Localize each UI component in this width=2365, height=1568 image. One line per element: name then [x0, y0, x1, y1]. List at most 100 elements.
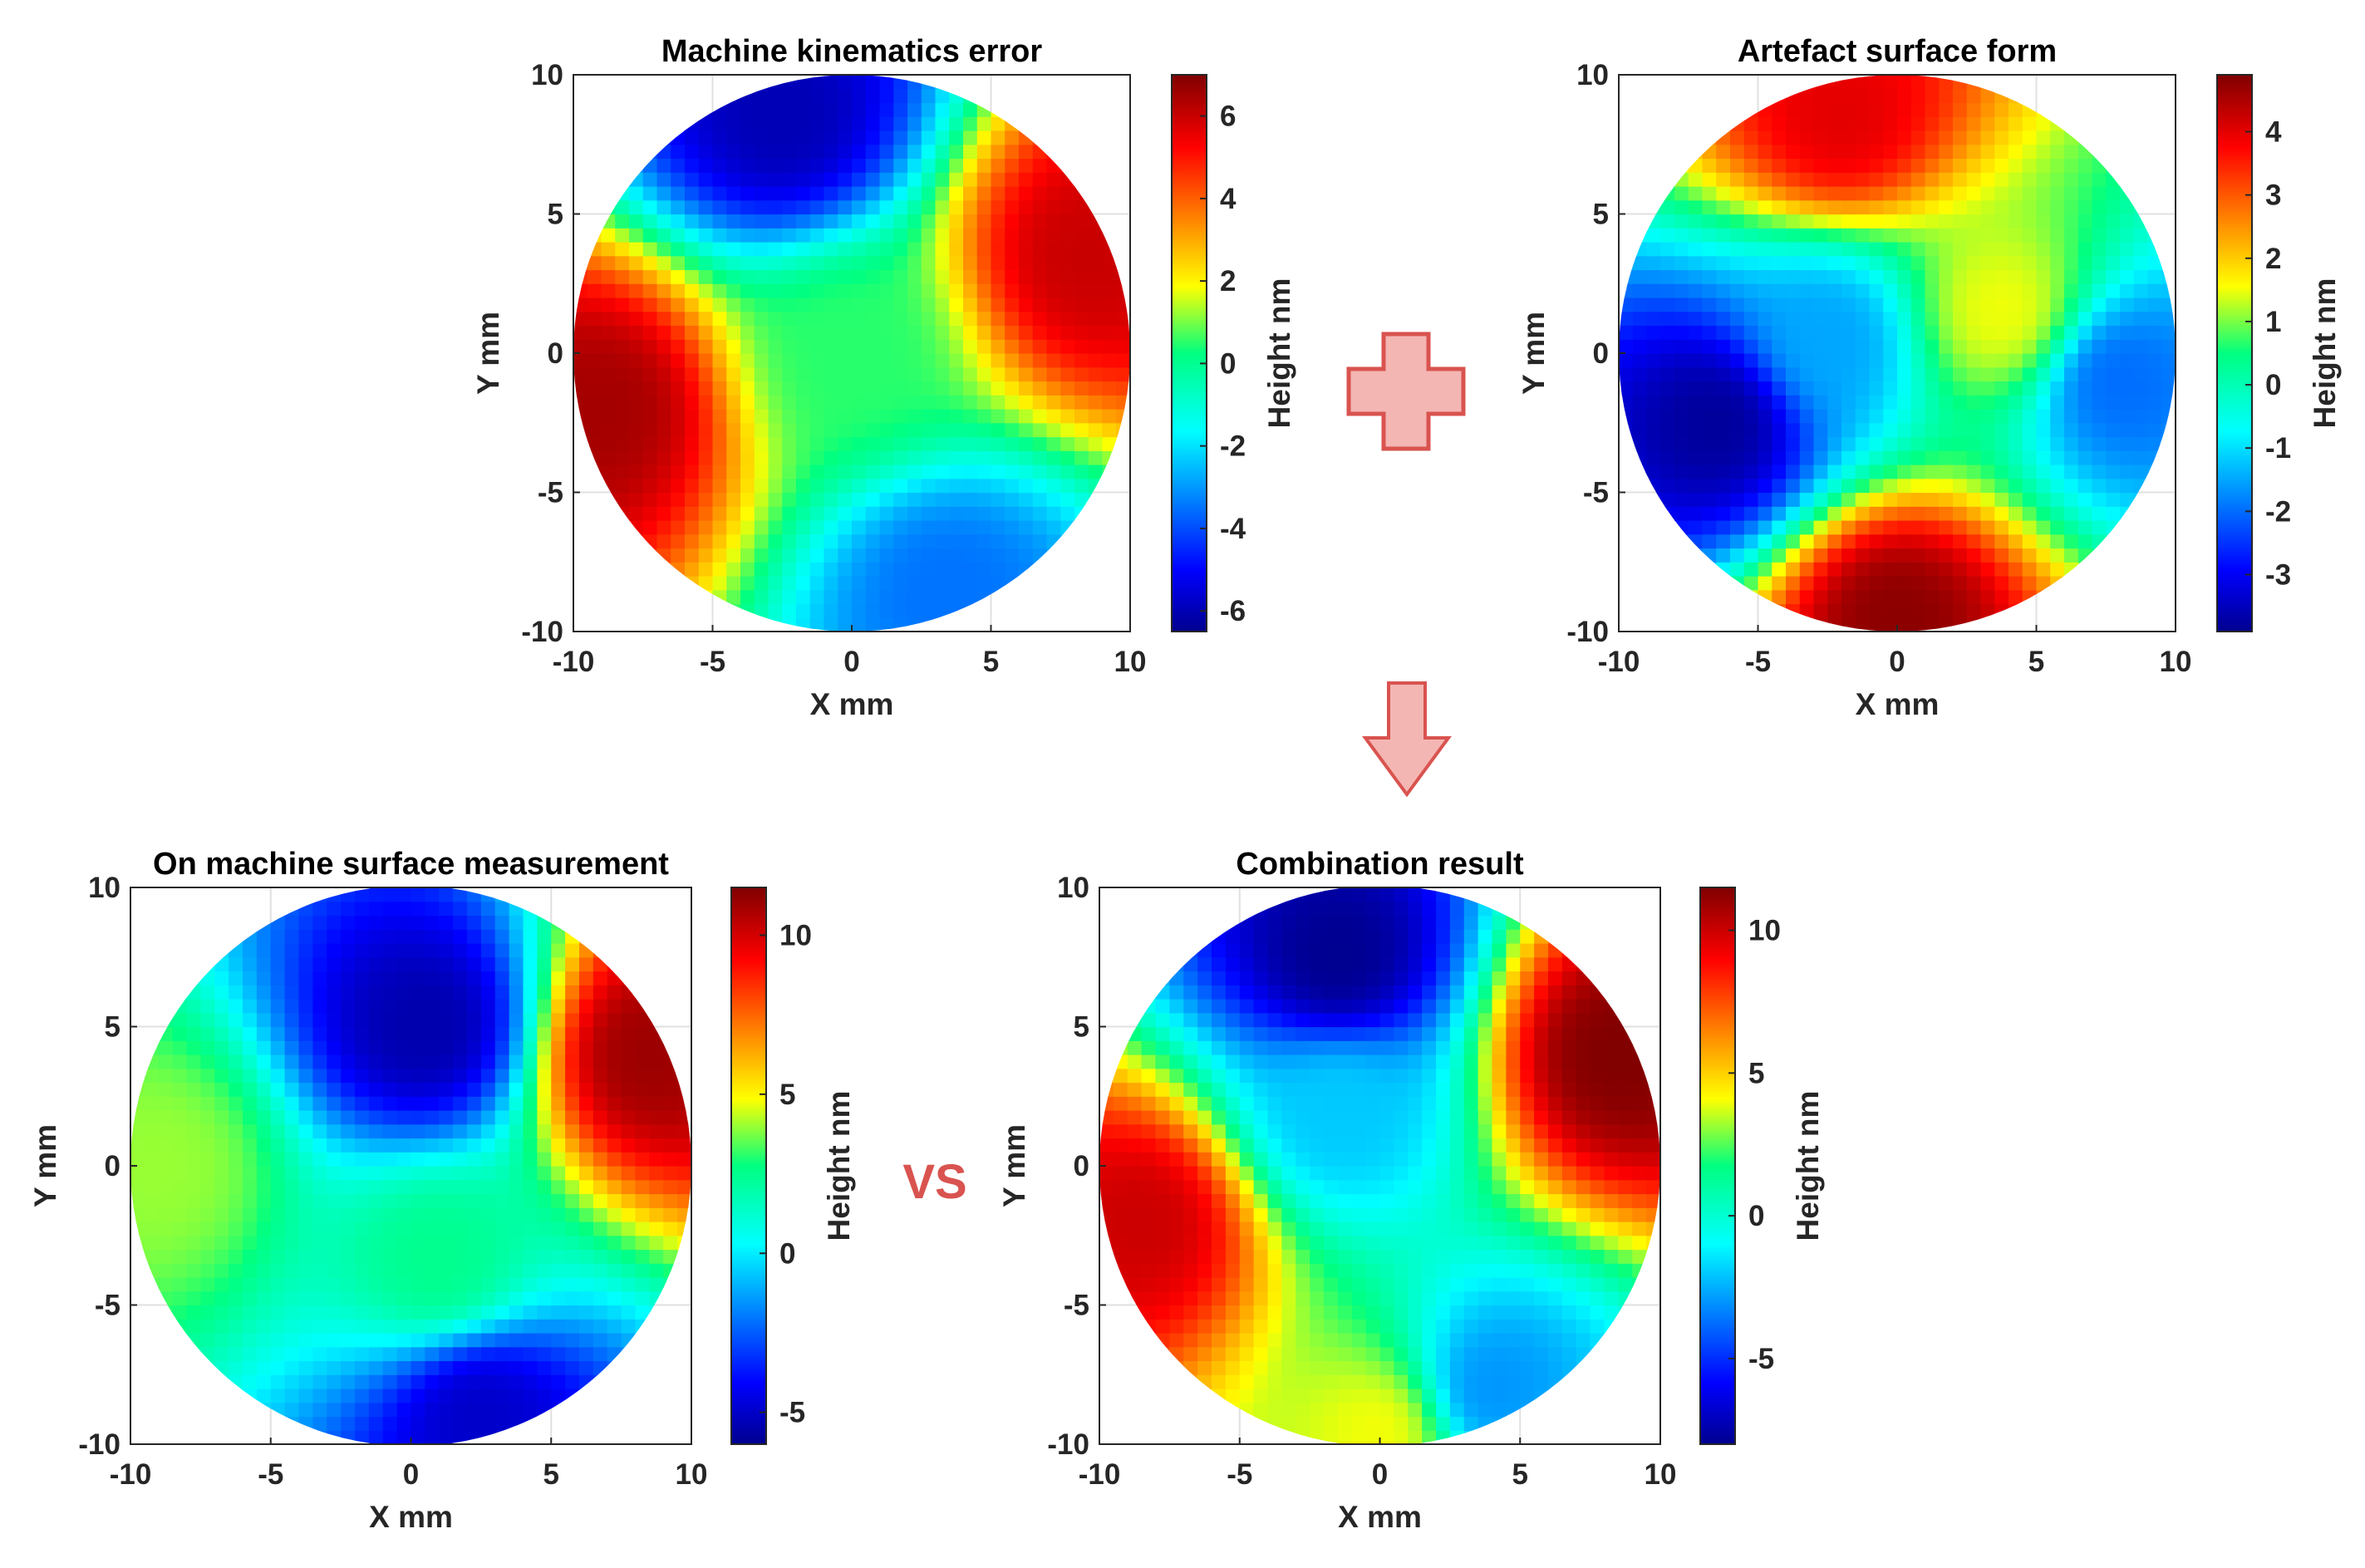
heatmap-cell — [1296, 1305, 1310, 1320]
heatmap-cell — [615, 255, 630, 271]
heatmap-cell — [712, 130, 727, 145]
heatmap-cell — [1632, 1152, 1647, 1167]
heatmap-cell — [243, 1374, 258, 1389]
heatmap-cell — [1883, 325, 1898, 340]
heatmap-cell — [341, 929, 356, 944]
heatmap-cell — [1897, 366, 1912, 382]
heatmap-cell — [1590, 1277, 1605, 1292]
colorbar-tick-label: -5 — [779, 1397, 805, 1429]
heatmap-cell — [1994, 186, 2009, 201]
heatmap-cell — [1883, 199, 1898, 215]
heatmap-cell — [809, 255, 825, 271]
heatmap-cell — [368, 1346, 384, 1362]
heatmap-cell — [796, 172, 811, 187]
heatmap-cell — [1005, 395, 1020, 410]
heatmap-cell — [1436, 1319, 1451, 1334]
heatmap-cell — [2092, 353, 2107, 368]
heatmap-cell — [341, 1402, 356, 1418]
heatmap-cell — [284, 1333, 300, 1348]
heatmap-cell — [935, 562, 950, 577]
heatmap-cell — [629, 186, 644, 201]
heatmap-cell — [921, 130, 937, 145]
heatmap-cell — [1436, 1166, 1451, 1181]
heatmap-cell — [587, 381, 602, 396]
heatmap-cell — [1005, 144, 1020, 160]
heatmap-cell — [229, 1110, 243, 1125]
heatmap-cell — [382, 1235, 398, 1251]
heatmap-cell — [368, 999, 384, 1014]
heatmap-cell — [824, 548, 838, 563]
heatmap-cell — [172, 1305, 188, 1320]
heatmap-cell — [2050, 297, 2065, 312]
heatmap-cell — [537, 929, 552, 944]
heatmap-cell — [1786, 562, 1801, 577]
heatmap-cell — [592, 1110, 608, 1125]
heatmap-cell — [1966, 228, 1982, 243]
heatmap-cell — [1019, 381, 1034, 396]
heatmap-cell — [439, 1152, 454, 1167]
heatmap-cell — [270, 1346, 286, 1362]
heatmap-cell — [1772, 548, 1787, 563]
heatmap-cell — [2009, 130, 2023, 145]
heatmap-cell — [726, 116, 741, 131]
heatmap-cell — [2036, 186, 2051, 201]
heatmap-cell — [976, 158, 992, 173]
heatmap-cell — [1716, 436, 1731, 451]
heatmap-cell — [893, 353, 908, 368]
heatmap-cell — [1939, 228, 1954, 243]
heatmap-cell — [656, 339, 671, 354]
heatmap-cell — [1197, 1235, 1212, 1251]
heatmap-cell — [1492, 1360, 1507, 1375]
heatmap-cell — [425, 1360, 440, 1375]
heatmap-cell — [1005, 325, 1020, 340]
heatmap-cell — [1980, 603, 1995, 618]
heatmap-cell — [754, 589, 769, 605]
heatmap-cell — [879, 339, 894, 354]
heatmap-cell — [1422, 1277, 1437, 1292]
heatmap-cell — [949, 478, 964, 494]
heatmap-cell — [698, 255, 714, 271]
heatmap-cell — [523, 1249, 538, 1264]
heatmap-cell — [1688, 228, 1704, 243]
heatmap-cell — [1005, 269, 1020, 284]
heatmap-cell — [712, 395, 727, 410]
heatmap-cell — [712, 339, 727, 354]
heatmap-cell — [949, 589, 964, 605]
heatmap-cell — [523, 929, 538, 944]
heatmap-cell — [976, 255, 992, 271]
heatmap-cell — [629, 339, 644, 354]
heatmap-cell — [879, 144, 894, 160]
heatmap-cell — [2120, 395, 2135, 410]
heatmap-cell — [1534, 1235, 1549, 1251]
heatmap-cell — [2050, 395, 2065, 410]
heatmap-cell — [1074, 228, 1089, 243]
heatmap-cell — [1113, 1249, 1128, 1264]
y-tick-label: 0 — [548, 337, 563, 370]
heatmap-cell — [1897, 311, 1912, 327]
heatmap-cell — [229, 1082, 243, 1097]
heatmap-cell — [1841, 589, 1856, 605]
heatmap-cell — [1883, 144, 1898, 160]
heatmap-cell — [991, 520, 1005, 535]
heatmap-cell — [621, 1012, 637, 1028]
heatmap-cell — [1841, 492, 1856, 507]
heatmap-cell — [893, 603, 908, 618]
heatmap-cell — [1827, 88, 1842, 104]
heatmap-cell — [1855, 75, 1871, 90]
heatmap-cell — [879, 533, 894, 549]
heatmap-cell — [635, 1026, 650, 1041]
heatmap-cell — [768, 186, 783, 201]
heatmap-cell — [629, 506, 644, 521]
heatmap-cell — [341, 1277, 356, 1292]
heatmap-cell — [509, 1402, 524, 1418]
heatmap-cell — [425, 1290, 440, 1306]
heatmap-cell — [698, 199, 714, 215]
heatmap-cell — [824, 381, 838, 396]
heatmap-cell — [782, 409, 797, 424]
heatmap-cell — [782, 130, 797, 145]
heatmap-cell — [1688, 353, 1704, 368]
heatmap-cell — [1646, 1166, 1660, 1181]
heatmap-cell — [1561, 1319, 1577, 1334]
heatmap-cell — [1127, 1207, 1143, 1222]
